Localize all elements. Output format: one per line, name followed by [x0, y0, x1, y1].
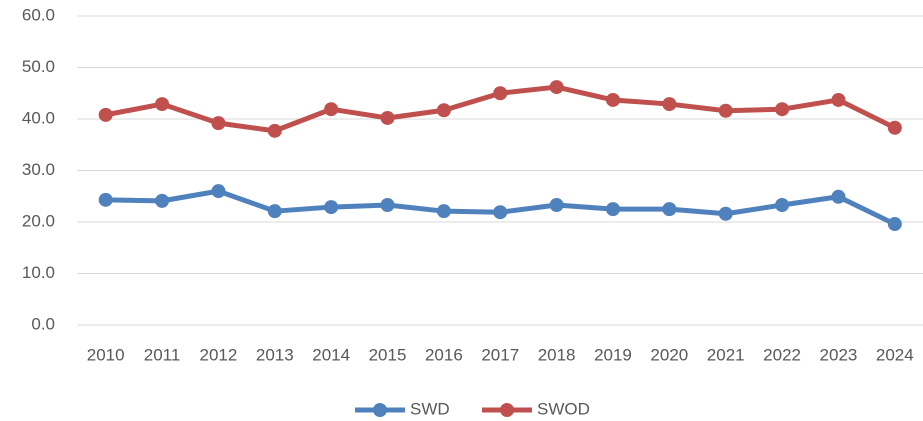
point — [267, 204, 282, 219]
point — [98, 192, 113, 207]
point — [267, 123, 282, 138]
point — [549, 198, 564, 213]
point — [436, 103, 451, 118]
y-tick-label: 50.0 — [22, 57, 55, 76]
point — [493, 205, 508, 220]
point — [436, 204, 451, 219]
legend-marker — [500, 403, 514, 417]
y-tick-label: 60.0 — [22, 5, 55, 24]
point — [380, 110, 395, 125]
x-tick-label: 2019 — [594, 345, 632, 364]
point — [493, 86, 508, 101]
x-tick-label: 2024 — [876, 345, 914, 364]
point — [324, 200, 339, 215]
y-tick-label: 40.0 — [22, 108, 55, 127]
point — [605, 92, 620, 107]
point — [887, 217, 902, 232]
point — [549, 80, 564, 95]
point — [380, 198, 395, 213]
point — [662, 97, 677, 112]
y-tick-label: 20.0 — [22, 211, 55, 230]
x-tick-label: 2020 — [650, 345, 688, 364]
x-tick-label: 2017 — [481, 345, 519, 364]
point — [324, 102, 339, 117]
y-tick-label: 10.0 — [22, 263, 55, 282]
point — [98, 107, 113, 122]
point — [775, 198, 790, 213]
x-tick-label: 2021 — [707, 345, 745, 364]
point — [718, 103, 733, 118]
point — [775, 102, 790, 117]
point — [155, 193, 170, 208]
point — [887, 120, 902, 135]
x-tick-label: 2013 — [256, 345, 294, 364]
x-tick-label: 2011 — [144, 345, 181, 364]
point — [211, 116, 226, 131]
point — [605, 202, 620, 217]
legend-label: SWOD — [537, 399, 590, 418]
x-tick-label: 2016 — [425, 345, 463, 364]
point — [155, 97, 170, 112]
point — [831, 92, 846, 107]
y-tick-label: 0.0 — [31, 314, 55, 333]
x-tick-label: 2023 — [820, 345, 858, 364]
x-tick-label: 2022 — [763, 345, 801, 364]
y-tick-label: 30.0 — [22, 160, 55, 179]
x-tick-label: 2010 — [87, 345, 125, 364]
x-tick-label: 2012 — [200, 345, 238, 364]
x-tick-label: 2015 — [369, 345, 407, 364]
x-tick-label: 2014 — [312, 345, 350, 364]
point — [211, 184, 226, 199]
point — [662, 202, 677, 217]
point — [718, 206, 733, 221]
point — [831, 189, 846, 204]
x-tick-label: 2018 — [538, 345, 576, 364]
legend-label: SWD — [410, 399, 450, 418]
legend-marker — [373, 403, 387, 417]
